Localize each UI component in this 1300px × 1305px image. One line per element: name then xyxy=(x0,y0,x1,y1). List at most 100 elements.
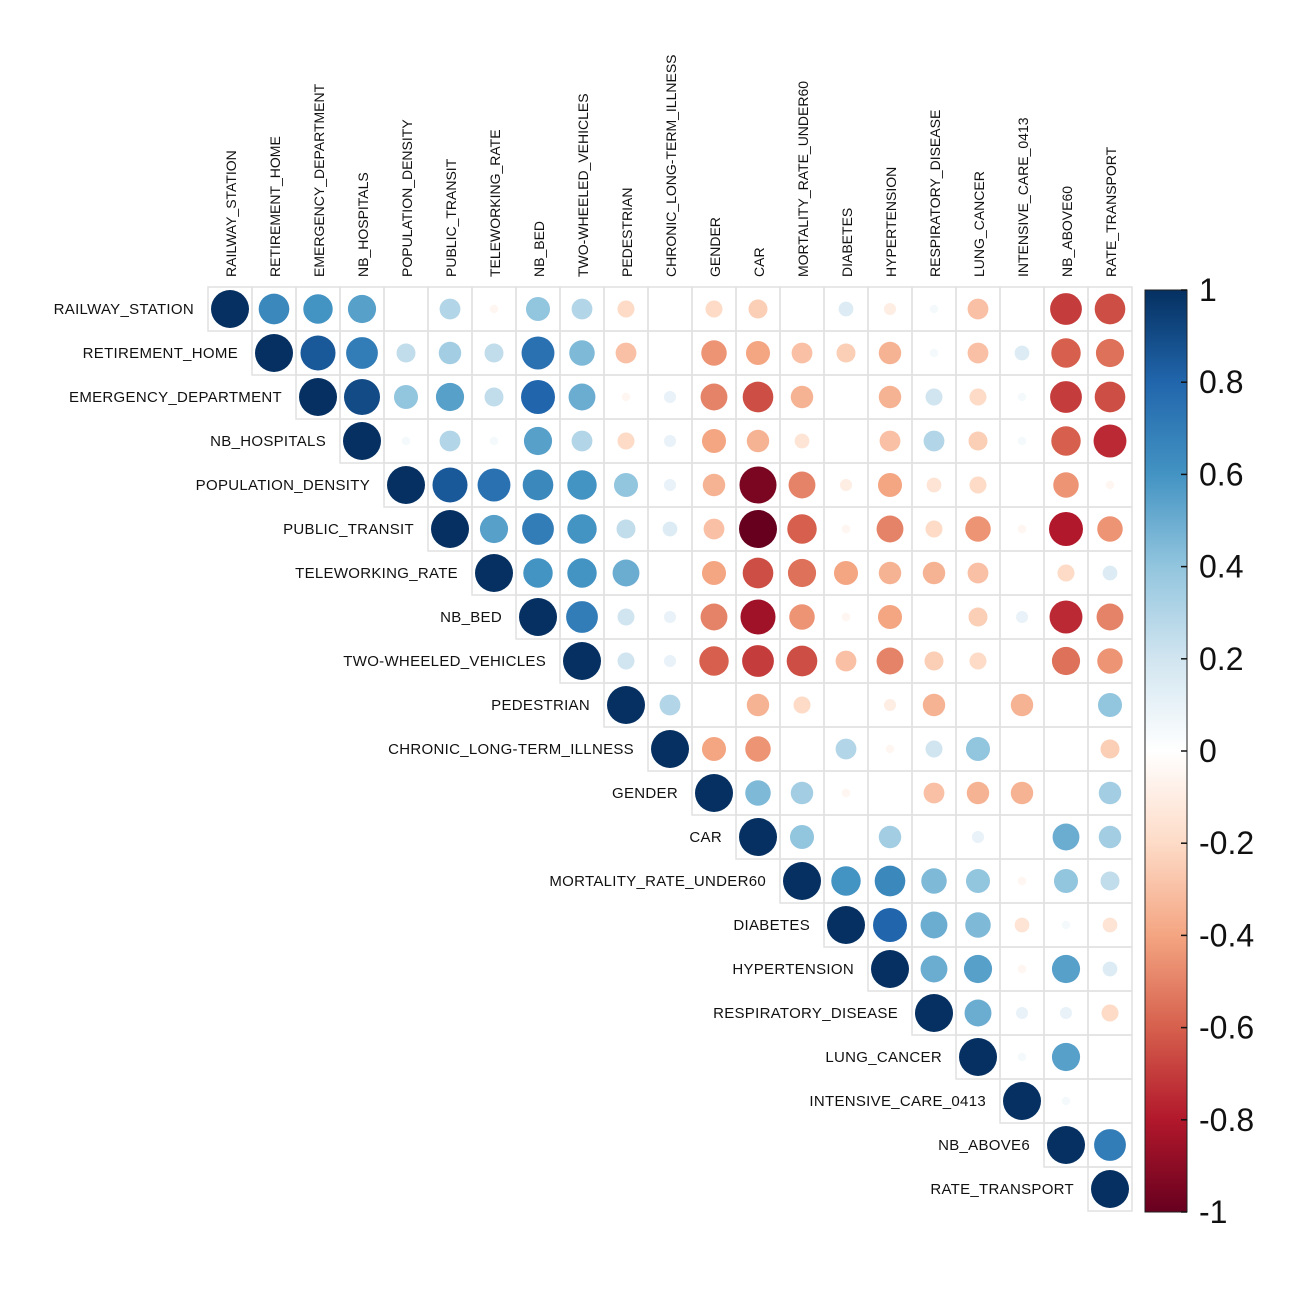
correlation-circle xyxy=(569,340,595,366)
correlation-circle xyxy=(567,514,597,544)
correlation-circle xyxy=(1049,512,1083,546)
correlation-circle xyxy=(786,645,818,677)
correlation-circle xyxy=(663,434,677,448)
correlation-circle xyxy=(971,830,985,844)
correlation-circle xyxy=(878,561,902,585)
correlation-circle xyxy=(525,296,551,322)
row-label: DIABETES xyxy=(733,917,810,934)
correlation-circle xyxy=(617,652,635,670)
column-label: NB_ABOVE60 xyxy=(1059,186,1075,277)
correlation-circle xyxy=(1049,600,1083,634)
grid-cell xyxy=(779,286,825,332)
column-label: CHRONIC_LONG-TERM_ILLNESS xyxy=(663,55,679,278)
correlation-circle xyxy=(787,514,817,544)
correlation-circle xyxy=(871,950,909,988)
correlation-circle xyxy=(1050,293,1082,325)
correlation-circle xyxy=(742,557,774,589)
colorbar-tick-label: 0 xyxy=(1199,733,1217,769)
correlation-circle xyxy=(651,730,689,768)
row-label: CAR xyxy=(689,829,722,846)
correlation-circle xyxy=(396,343,416,363)
correlation-circle xyxy=(915,994,953,1032)
correlation-circle xyxy=(1014,917,1030,933)
correlation-circle xyxy=(746,693,770,717)
colorbar xyxy=(1144,289,1188,1213)
grid-cell xyxy=(647,286,693,332)
correlation-circle xyxy=(1097,648,1123,674)
correlation-circle xyxy=(1061,920,1071,930)
correlation-circle xyxy=(1017,436,1027,446)
correlation-circle xyxy=(1010,781,1034,805)
correlation-circle xyxy=(841,788,851,798)
correlation-circle xyxy=(1014,345,1030,361)
correlation-circle xyxy=(346,337,378,369)
correlation-circle xyxy=(255,334,293,372)
correlation-circle xyxy=(484,343,504,363)
correlation-circle xyxy=(566,601,598,633)
correlation-circle xyxy=(519,598,557,636)
correlation-circle xyxy=(746,429,770,453)
grid-cell xyxy=(823,374,869,420)
column-label: RATE_TRANSPORT xyxy=(1103,146,1119,277)
correlation-circle xyxy=(700,603,728,631)
correlation-circle xyxy=(617,300,635,318)
correlation-circle xyxy=(923,430,945,452)
grid-cell xyxy=(999,638,1045,684)
grid-cell xyxy=(999,550,1045,596)
correlation-circle xyxy=(883,302,897,316)
correlation-circle xyxy=(965,912,991,938)
correlation-circle xyxy=(877,472,903,498)
row-label: RESPIRATORY_DISEASE xyxy=(713,1005,898,1022)
grid-layer xyxy=(207,286,1133,1212)
column-label: INTENSIVE_CARE_0413 xyxy=(1015,117,1031,277)
grid-cell xyxy=(823,814,869,860)
grid-cell xyxy=(823,682,869,728)
correlation-circle xyxy=(926,477,942,493)
correlation-circle xyxy=(788,471,816,499)
correlation-circle xyxy=(1097,692,1123,718)
column-label: NB_BED xyxy=(531,221,547,277)
correlation-circle xyxy=(567,558,597,588)
column-label: TWO-WHEELED_VEHICLES xyxy=(575,93,591,277)
correlation-circle xyxy=(929,304,939,314)
correlation-circle xyxy=(923,782,945,804)
grid-cell xyxy=(1087,1166,1133,1212)
correlation-circle xyxy=(794,433,810,449)
correlation-circle xyxy=(703,518,725,540)
correlation-circle xyxy=(1093,424,1127,458)
correlation-circle xyxy=(1017,1052,1027,1062)
correlation-circle xyxy=(617,432,635,450)
correlation-circle xyxy=(567,470,597,500)
correlation-circle xyxy=(793,696,811,714)
correlation-circle xyxy=(1051,1042,1081,1072)
grid-cell xyxy=(1043,682,1089,728)
correlation-circle xyxy=(835,650,857,672)
correlation-circle xyxy=(742,381,774,413)
colorbar-tick-label: -0.6 xyxy=(1199,1010,1254,1046)
correlation-circle xyxy=(1015,610,1029,624)
correlation-circle xyxy=(925,388,943,406)
correlation-circle xyxy=(1051,954,1081,984)
correlation-circle xyxy=(841,612,851,622)
correlation-circle xyxy=(663,390,677,404)
correlation-circle xyxy=(739,466,777,504)
correlation-circle xyxy=(925,520,943,538)
correlation-circle xyxy=(969,388,987,406)
correlation-circle xyxy=(571,298,593,320)
correlation-circle xyxy=(607,686,645,724)
row-label: RAILWAY_STATION xyxy=(54,301,194,318)
correlation-circle xyxy=(1050,381,1082,413)
correlation-circle xyxy=(920,955,948,983)
correlation-circle xyxy=(479,514,509,544)
correlation-circle xyxy=(300,335,336,371)
correlation-circle xyxy=(1053,472,1079,498)
correlation-circle xyxy=(790,781,814,805)
row-label: PUBLIC_TRANSIT xyxy=(283,521,414,538)
correlation-circle xyxy=(299,378,337,416)
correlation-circle xyxy=(347,294,377,324)
correlation-circle xyxy=(920,911,948,939)
correlation-circle xyxy=(924,651,944,671)
column-label: HYPERTENSION xyxy=(883,167,899,277)
grid-cell xyxy=(1043,726,1089,772)
